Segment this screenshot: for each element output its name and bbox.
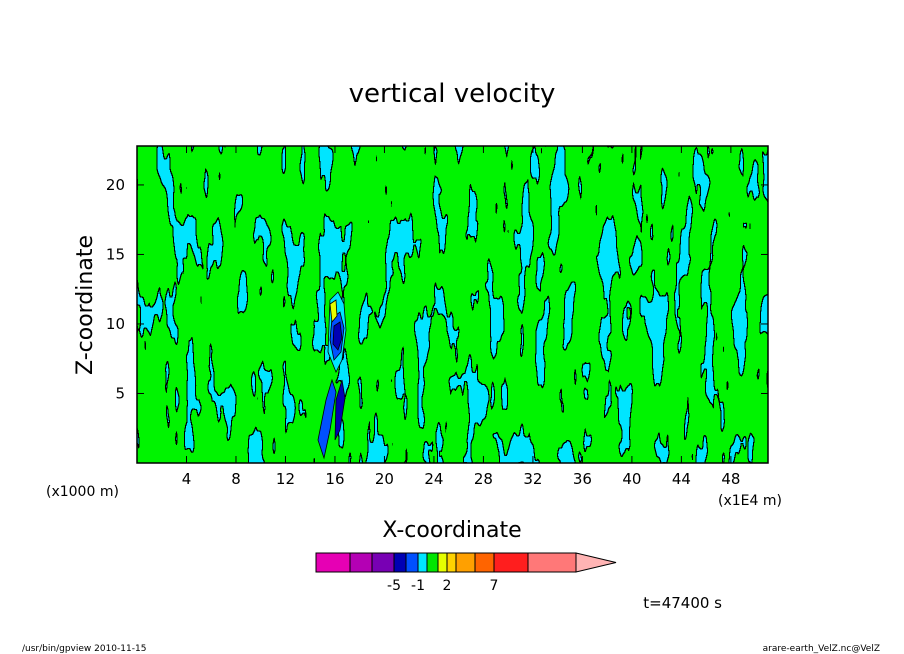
x-tick-label: 40 [622, 470, 641, 488]
x-tick-label: 48 [721, 470, 740, 488]
colorbar-segment [437, 552, 448, 573]
colorbar-tick-label: 2 [443, 578, 452, 594]
x-tick-label: 36 [573, 470, 592, 488]
colorbar-segment [393, 552, 407, 573]
time-label: t=47400 s [643, 594, 722, 612]
colorbar-tick-label: -5 [387, 578, 401, 594]
y-tick-label: 20 [106, 176, 125, 194]
colorbar-segment [455, 552, 476, 573]
colorbar-tick-label: 7 [490, 578, 499, 594]
colorbar-segment [349, 552, 373, 573]
footer-left: /usr/bin/gpview 2010-11-15 [22, 644, 146, 654]
convective-plume [317, 291, 347, 460]
colorbar-segment [446, 552, 457, 573]
x-axis-ticks: 4 8 12 16 20 24 28 32 36 40 44 48 [182, 146, 740, 488]
x-tick-label: 4 [182, 470, 192, 488]
colorbar-segment [493, 552, 529, 573]
x-unit-left: (x1000 m) [46, 484, 119, 500]
x-tick-label: 12 [276, 470, 295, 488]
x-tick-label: 24 [424, 470, 443, 488]
colorbar: -5 -1 2 7 [315, 552, 617, 594]
plume-contour [332, 321, 343, 351]
x-tick-label: 32 [523, 470, 542, 488]
colorbar-segment [417, 552, 428, 573]
y-tick-label: 15 [106, 245, 125, 263]
plume-contour [334, 379, 346, 441]
x-unit-right: (x1E4 m) [718, 493, 782, 509]
colorbar-segment [371, 552, 395, 573]
colorbar-segment [405, 552, 419, 573]
plume-contour [317, 378, 337, 460]
colorbar-segment [474, 552, 495, 573]
plume-contour [329, 299, 338, 323]
plot-frame [136, 145, 769, 464]
colorbar-segment [426, 552, 439, 573]
x-tick-label: 44 [672, 470, 691, 488]
positive-velocity-lobes [137, 146, 768, 463]
x-tick-label: 8 [231, 470, 241, 488]
y-tick-label: 10 [106, 315, 125, 333]
x-tick-label: 16 [325, 470, 344, 488]
colorbar-segment [315, 552, 351, 573]
y-axis-ticks: 5 10 15 20 [106, 176, 768, 402]
colorbar-arrow [575, 552, 617, 573]
x-tick-label: 20 [375, 470, 394, 488]
x-axis-label: X-coordinate [382, 518, 521, 543]
colorbar-tick-label: -1 [411, 578, 425, 594]
y-axis-label: Z-coordinate [73, 235, 98, 375]
colorbar-segment [527, 552, 577, 573]
footer-right: arare-earth_VelZ.nc@VelZ [763, 644, 880, 654]
chart-title: vertical velocity [349, 79, 556, 109]
x-tick-label: 28 [474, 470, 493, 488]
y-tick-label: 5 [115, 384, 125, 402]
